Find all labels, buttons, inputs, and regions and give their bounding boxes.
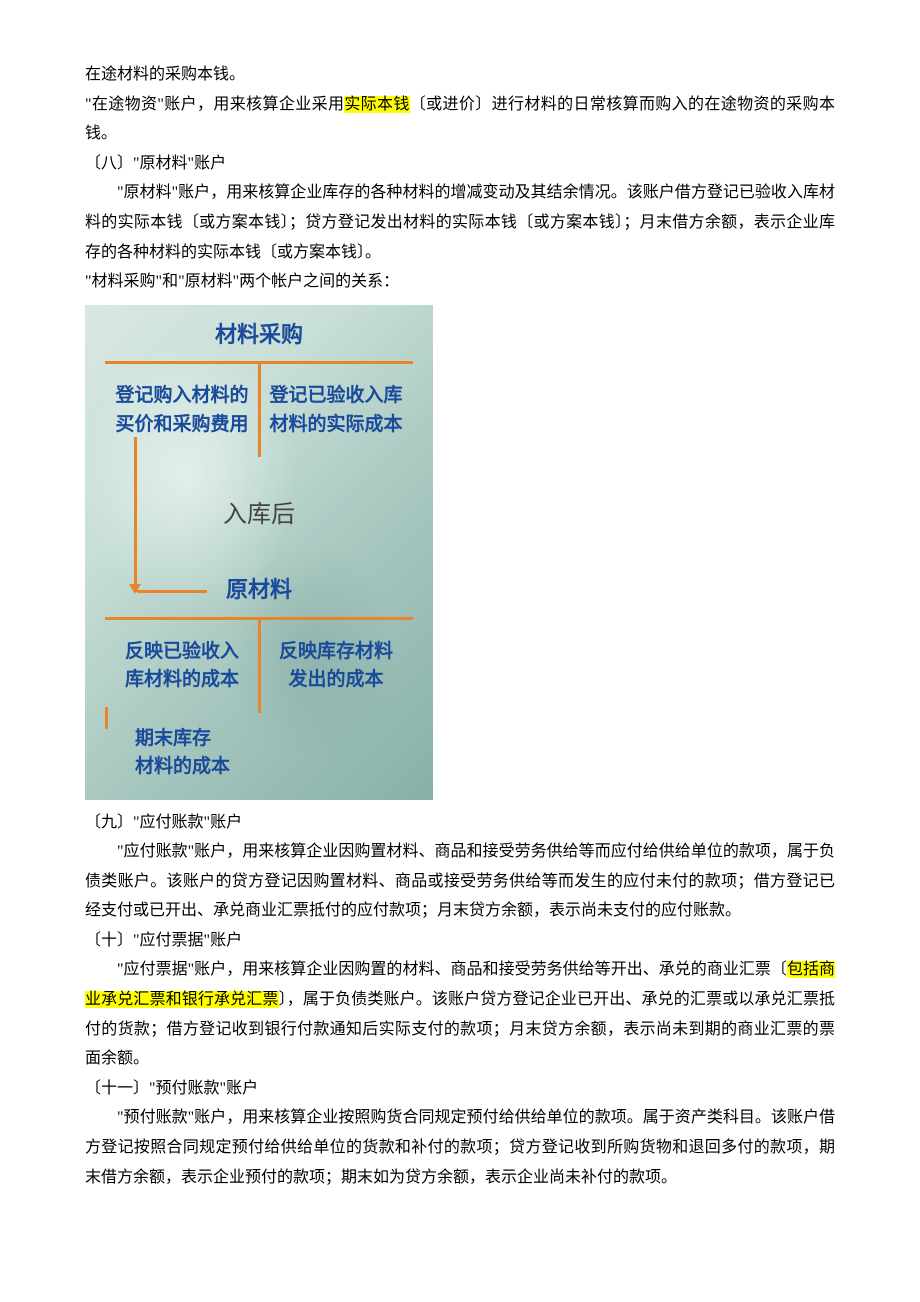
- top-left-l1: 登记购入材料的: [115, 385, 248, 406]
- balance-l2: 材料的成本: [135, 756, 230, 777]
- bot-body: 反映已验收入 库材料的成本 反映库存材料 发出的成本: [105, 620, 413, 713]
- intro-line2-highlight: 实际本钱: [344, 96, 409, 113]
- bot-right-l2: 发出的成本: [288, 669, 383, 690]
- bot-title: 原材料: [105, 570, 413, 617]
- top-right-cell: 登记已验收入库 材料的实际成本: [259, 364, 413, 457]
- top-body: 登记购入材料的 买价和采购费用 登记已验收入库 材料的实际成本: [105, 364, 413, 457]
- section10-p1-pre: "应付票据"账户，用来核算企业因购置的材料、商品和接受劳务供给等开出、承兑的商业…: [117, 961, 787, 978]
- mid-label: 入库后: [85, 457, 433, 559]
- top-right-l2: 材料的实际成本: [269, 414, 402, 435]
- section8-heading: 〔八〕"原材料"账户: [85, 149, 835, 179]
- top-left-l2: 买价和采购费用: [115, 414, 248, 435]
- t-account-top: 材料采购 登记购入材料的 买价和采购费用 登记已验收入库 材料的实际成本: [105, 305, 413, 458]
- intro-line2-pre: "在途物资"账户，用来核算企业采用: [85, 96, 344, 113]
- intro-line1: 在途材料的采购本钱。: [85, 60, 835, 90]
- bot-right-l1: 反映库存材料: [279, 641, 393, 662]
- section8-p1: "原材料"账户，用来核算企业库存的各种材料的增减变动及其结余情况。该账户借方登记…: [85, 178, 835, 267]
- top-left-cell: 登记购入材料的 买价和采购费用: [105, 364, 259, 457]
- top-title: 材料采购: [105, 315, 413, 362]
- accounts-diagram: 材料采购 登记购入材料的 买价和采购费用 登记已验收入库 材料的实际成本 入库后…: [85, 305, 433, 800]
- section10-p1: "应付票据"账户，用来核算企业因购置的材料、商品和接受劳务供给等开出、承兑的商业…: [85, 955, 835, 1073]
- t-account-bottom: 原材料 反映已验收入 库材料的成本 反映库存材料 发出的成本: [105, 560, 413, 713]
- section10-heading: 〔十〕"应付票据"账户: [85, 926, 835, 956]
- bot-left-cell: 反映已验收入 库材料的成本: [105, 620, 259, 713]
- section11-p1: "预付账款"账户，用来核算企业按照购货合同规定预付给供给单位的款项。属于资产类科…: [85, 1103, 835, 1192]
- section9-heading: 〔九〕"应付账款"账户: [85, 808, 835, 838]
- section8-p2: "材料采购"和"原材料"两个帐户之间的关系：: [85, 267, 835, 297]
- section9-p1: "应付账款"账户，用来核算企业因购置材料、商品和接受劳务供给等而应付给供给单位的…: [85, 837, 835, 926]
- balance-cell: 期末库存 材料的成本: [105, 713, 433, 800]
- bot-left-l2: 库材料的成本: [125, 669, 239, 690]
- top-right-l1: 登记已验收入库: [269, 385, 402, 406]
- bot-right-cell: 反映库存材料 发出的成本: [259, 620, 413, 713]
- intro-line2: "在途物资"账户，用来核算企业采用实际本钱〔或进价〕进行材料的日常核算而购入的在…: [85, 90, 835, 149]
- section11-heading: 〔十一〕"预付账款"账户: [85, 1074, 835, 1104]
- bot-left-l1: 反映已验收入: [125, 641, 239, 662]
- balance-l1: 期末库存: [135, 728, 211, 749]
